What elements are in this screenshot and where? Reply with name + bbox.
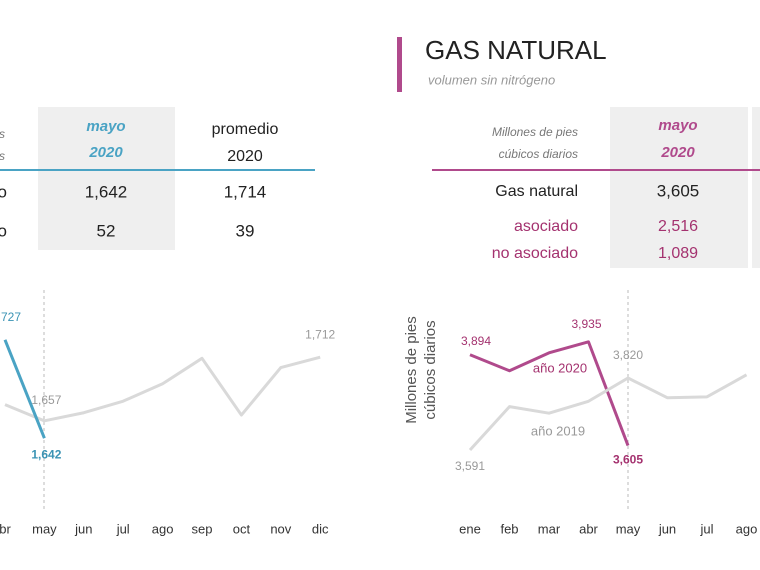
row-label: o (0, 182, 7, 201)
panel-subtitle: volumen sin nitrógeno (428, 72, 555, 87)
series-line (4, 355, 321, 423)
header-label: s (0, 127, 5, 141)
data-label: 3,820 (613, 348, 643, 362)
header-label: cúbicos diarios (499, 147, 578, 161)
x-tick-label: nov (270, 521, 291, 536)
x-tick-label: abr (579, 521, 598, 536)
data-label: 727 (1, 310, 21, 324)
x-tick-label: sep (192, 521, 213, 536)
x-tick-label: feb (500, 521, 518, 536)
x-tick-label: may (616, 521, 641, 536)
x-tick-label: ene (459, 521, 481, 536)
cell: 1,642 (85, 182, 128, 201)
x-tick-label: ago (736, 521, 758, 536)
highlight-column (38, 107, 175, 250)
cell: 1,089 (658, 245, 698, 262)
series-label: año 2020 (533, 360, 587, 375)
cell: 2,516 (658, 218, 698, 235)
column-header: mayo (658, 117, 697, 134)
y-axis-label: cúbicos diarios (422, 320, 439, 419)
series-line (469, 340, 630, 447)
data-label: 3,894 (461, 334, 491, 348)
cell: 39 (236, 221, 255, 240)
x-tick-label: jun (74, 521, 92, 536)
data-label: 3,591 (455, 459, 485, 473)
data-label: 1,642 (31, 447, 61, 461)
x-tick-label: dic (312, 521, 329, 536)
header-label: Millones de pies (492, 125, 578, 139)
data-label: 3,935 (571, 317, 601, 331)
column-header: mayo (86, 118, 125, 135)
column-header: 2020 (227, 148, 263, 165)
row-label: o (0, 221, 7, 240)
series-line (3, 339, 46, 439)
panel-title: GAS NATURAL (425, 35, 607, 65)
data-label: 1,657 (31, 393, 61, 407)
data-label: 3,605 (613, 453, 643, 467)
cell: 3,605 (657, 181, 700, 200)
data-label: 1,712 (305, 327, 335, 341)
x-tick-label: jul (116, 521, 130, 536)
row-label: no asociado (492, 245, 578, 262)
highlight-column (752, 107, 760, 268)
x-tick-label: jun (658, 521, 676, 536)
column-header: 2020 (660, 144, 695, 161)
row-label: asociado (514, 218, 578, 235)
x-tick-label: jul (699, 521, 713, 536)
cell: 1,714 (224, 182, 267, 201)
x-tick-label: ago (152, 521, 174, 536)
y-axis-label: Millones de pies (403, 316, 420, 424)
cell: 52 (97, 221, 116, 240)
x-tick-label: may (32, 521, 57, 536)
accent-bar (397, 37, 402, 92)
row-label: Gas natural (495, 183, 578, 200)
header-label: s (0, 149, 5, 163)
x-tick-label: oct (233, 521, 251, 536)
x-tick-label: mar (538, 521, 561, 536)
series-label: año 2019 (531, 423, 585, 438)
column-header: 2020 (88, 144, 123, 161)
highlight-column (610, 107, 748, 268)
column-header: promedio (212, 121, 279, 138)
series-line (468, 373, 748, 451)
x-tick-label: br (0, 521, 11, 536)
